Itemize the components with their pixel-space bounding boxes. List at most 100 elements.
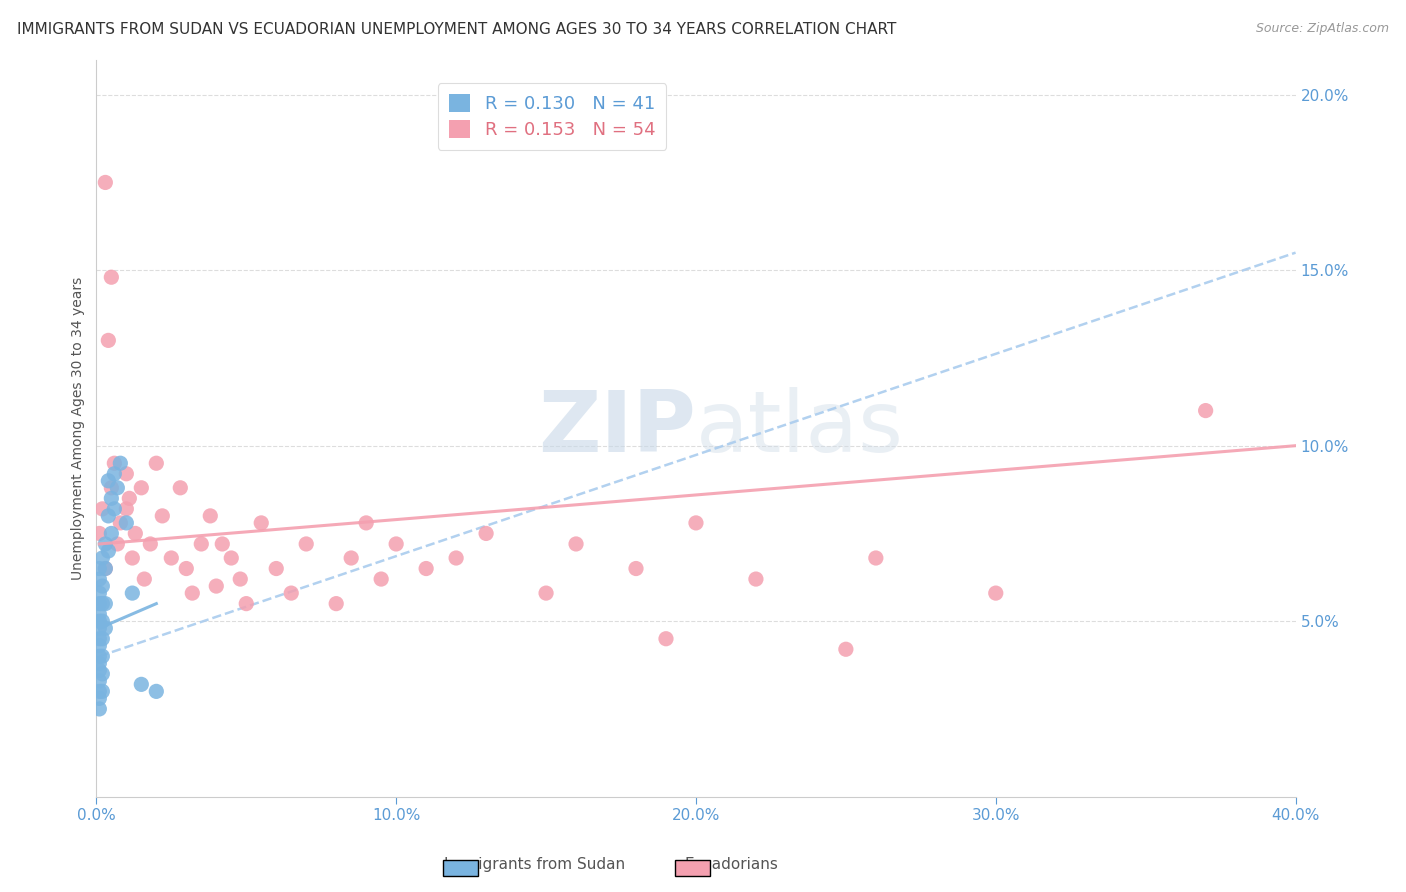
Point xyxy=(685,516,707,530)
Text: IMMIGRANTS FROM SUDAN VS ECUADORIAN UNEMPLOYMENT AMONG AGES 30 TO 34 YEARS CORRE: IMMIGRANTS FROM SUDAN VS ECUADORIAN UNEM… xyxy=(17,22,896,37)
Point xyxy=(984,586,1007,600)
Text: atlas: atlas xyxy=(696,386,904,469)
Point xyxy=(89,607,111,622)
Point xyxy=(200,508,222,523)
Point xyxy=(124,526,146,541)
Point xyxy=(181,586,204,600)
Point xyxy=(534,586,557,600)
Point xyxy=(89,639,111,653)
Point xyxy=(115,467,138,481)
Point xyxy=(91,597,114,611)
Point xyxy=(89,657,111,671)
Point xyxy=(118,491,141,506)
Text: Immigrants from Sudan: Immigrants from Sudan xyxy=(444,857,624,872)
Point xyxy=(94,537,117,551)
Point xyxy=(89,526,111,541)
Point xyxy=(100,270,122,285)
Point xyxy=(139,537,162,551)
Point xyxy=(150,508,173,523)
Point xyxy=(100,526,122,541)
Point xyxy=(89,691,111,706)
Point xyxy=(115,501,138,516)
Point xyxy=(219,551,242,566)
Point xyxy=(624,561,647,575)
Text: Source: ZipAtlas.com: Source: ZipAtlas.com xyxy=(1256,22,1389,36)
Text: ZIP: ZIP xyxy=(538,386,696,469)
Point xyxy=(89,572,111,586)
Point xyxy=(211,537,233,551)
Point xyxy=(745,572,768,586)
Point xyxy=(110,456,132,470)
Point xyxy=(250,516,273,530)
Point xyxy=(97,544,120,558)
Point xyxy=(865,551,887,566)
Y-axis label: Unemployment Among Ages 30 to 34 years: Unemployment Among Ages 30 to 34 years xyxy=(72,277,86,580)
Point xyxy=(89,586,111,600)
Point xyxy=(91,551,114,566)
Point xyxy=(89,597,111,611)
Point xyxy=(103,467,125,481)
Point xyxy=(280,586,302,600)
Point xyxy=(97,334,120,348)
Point xyxy=(91,614,114,628)
Point xyxy=(325,597,347,611)
Point xyxy=(89,702,111,716)
Point xyxy=(169,481,191,495)
Point xyxy=(91,579,114,593)
Point xyxy=(91,666,114,681)
Point xyxy=(160,551,183,566)
Point xyxy=(89,673,111,688)
Point xyxy=(295,537,318,551)
Point xyxy=(97,508,120,523)
Point xyxy=(1194,403,1216,417)
Point xyxy=(89,561,111,575)
Point xyxy=(655,632,678,646)
Point xyxy=(97,474,120,488)
Point xyxy=(89,632,111,646)
Point xyxy=(89,621,111,635)
Point xyxy=(835,642,858,657)
Point xyxy=(205,579,228,593)
Point xyxy=(91,632,114,646)
Point xyxy=(91,649,114,664)
Point xyxy=(89,614,111,628)
Point xyxy=(190,537,212,551)
Point xyxy=(444,551,467,566)
Point xyxy=(264,561,287,575)
Point xyxy=(100,481,122,495)
Point xyxy=(235,597,257,611)
Legend: R = 0.130   N = 41, R = 0.153   N = 54: R = 0.130 N = 41, R = 0.153 N = 54 xyxy=(437,83,666,150)
Point xyxy=(105,481,128,495)
Point xyxy=(94,561,117,575)
Point xyxy=(475,526,498,541)
Point xyxy=(145,456,167,470)
Point xyxy=(94,561,117,575)
Point xyxy=(354,516,377,530)
Point xyxy=(229,572,252,586)
Point xyxy=(340,551,363,566)
Point xyxy=(174,561,197,575)
Point xyxy=(94,176,117,190)
Text: Ecuadorians: Ecuadorians xyxy=(685,857,778,872)
Point xyxy=(94,621,117,635)
Point xyxy=(89,684,111,698)
Point xyxy=(565,537,588,551)
Point xyxy=(94,597,117,611)
Point xyxy=(131,481,153,495)
Point xyxy=(385,537,408,551)
Point xyxy=(103,456,125,470)
Point xyxy=(415,561,437,575)
Point xyxy=(100,491,122,506)
Point xyxy=(89,663,111,677)
Point xyxy=(110,516,132,530)
Point xyxy=(103,501,125,516)
Point xyxy=(121,586,143,600)
Point xyxy=(145,684,167,698)
Point xyxy=(115,516,138,530)
Point xyxy=(121,551,143,566)
Point xyxy=(131,677,153,691)
Point xyxy=(89,649,111,664)
Point xyxy=(370,572,392,586)
Point xyxy=(134,572,156,586)
Point xyxy=(105,537,128,551)
